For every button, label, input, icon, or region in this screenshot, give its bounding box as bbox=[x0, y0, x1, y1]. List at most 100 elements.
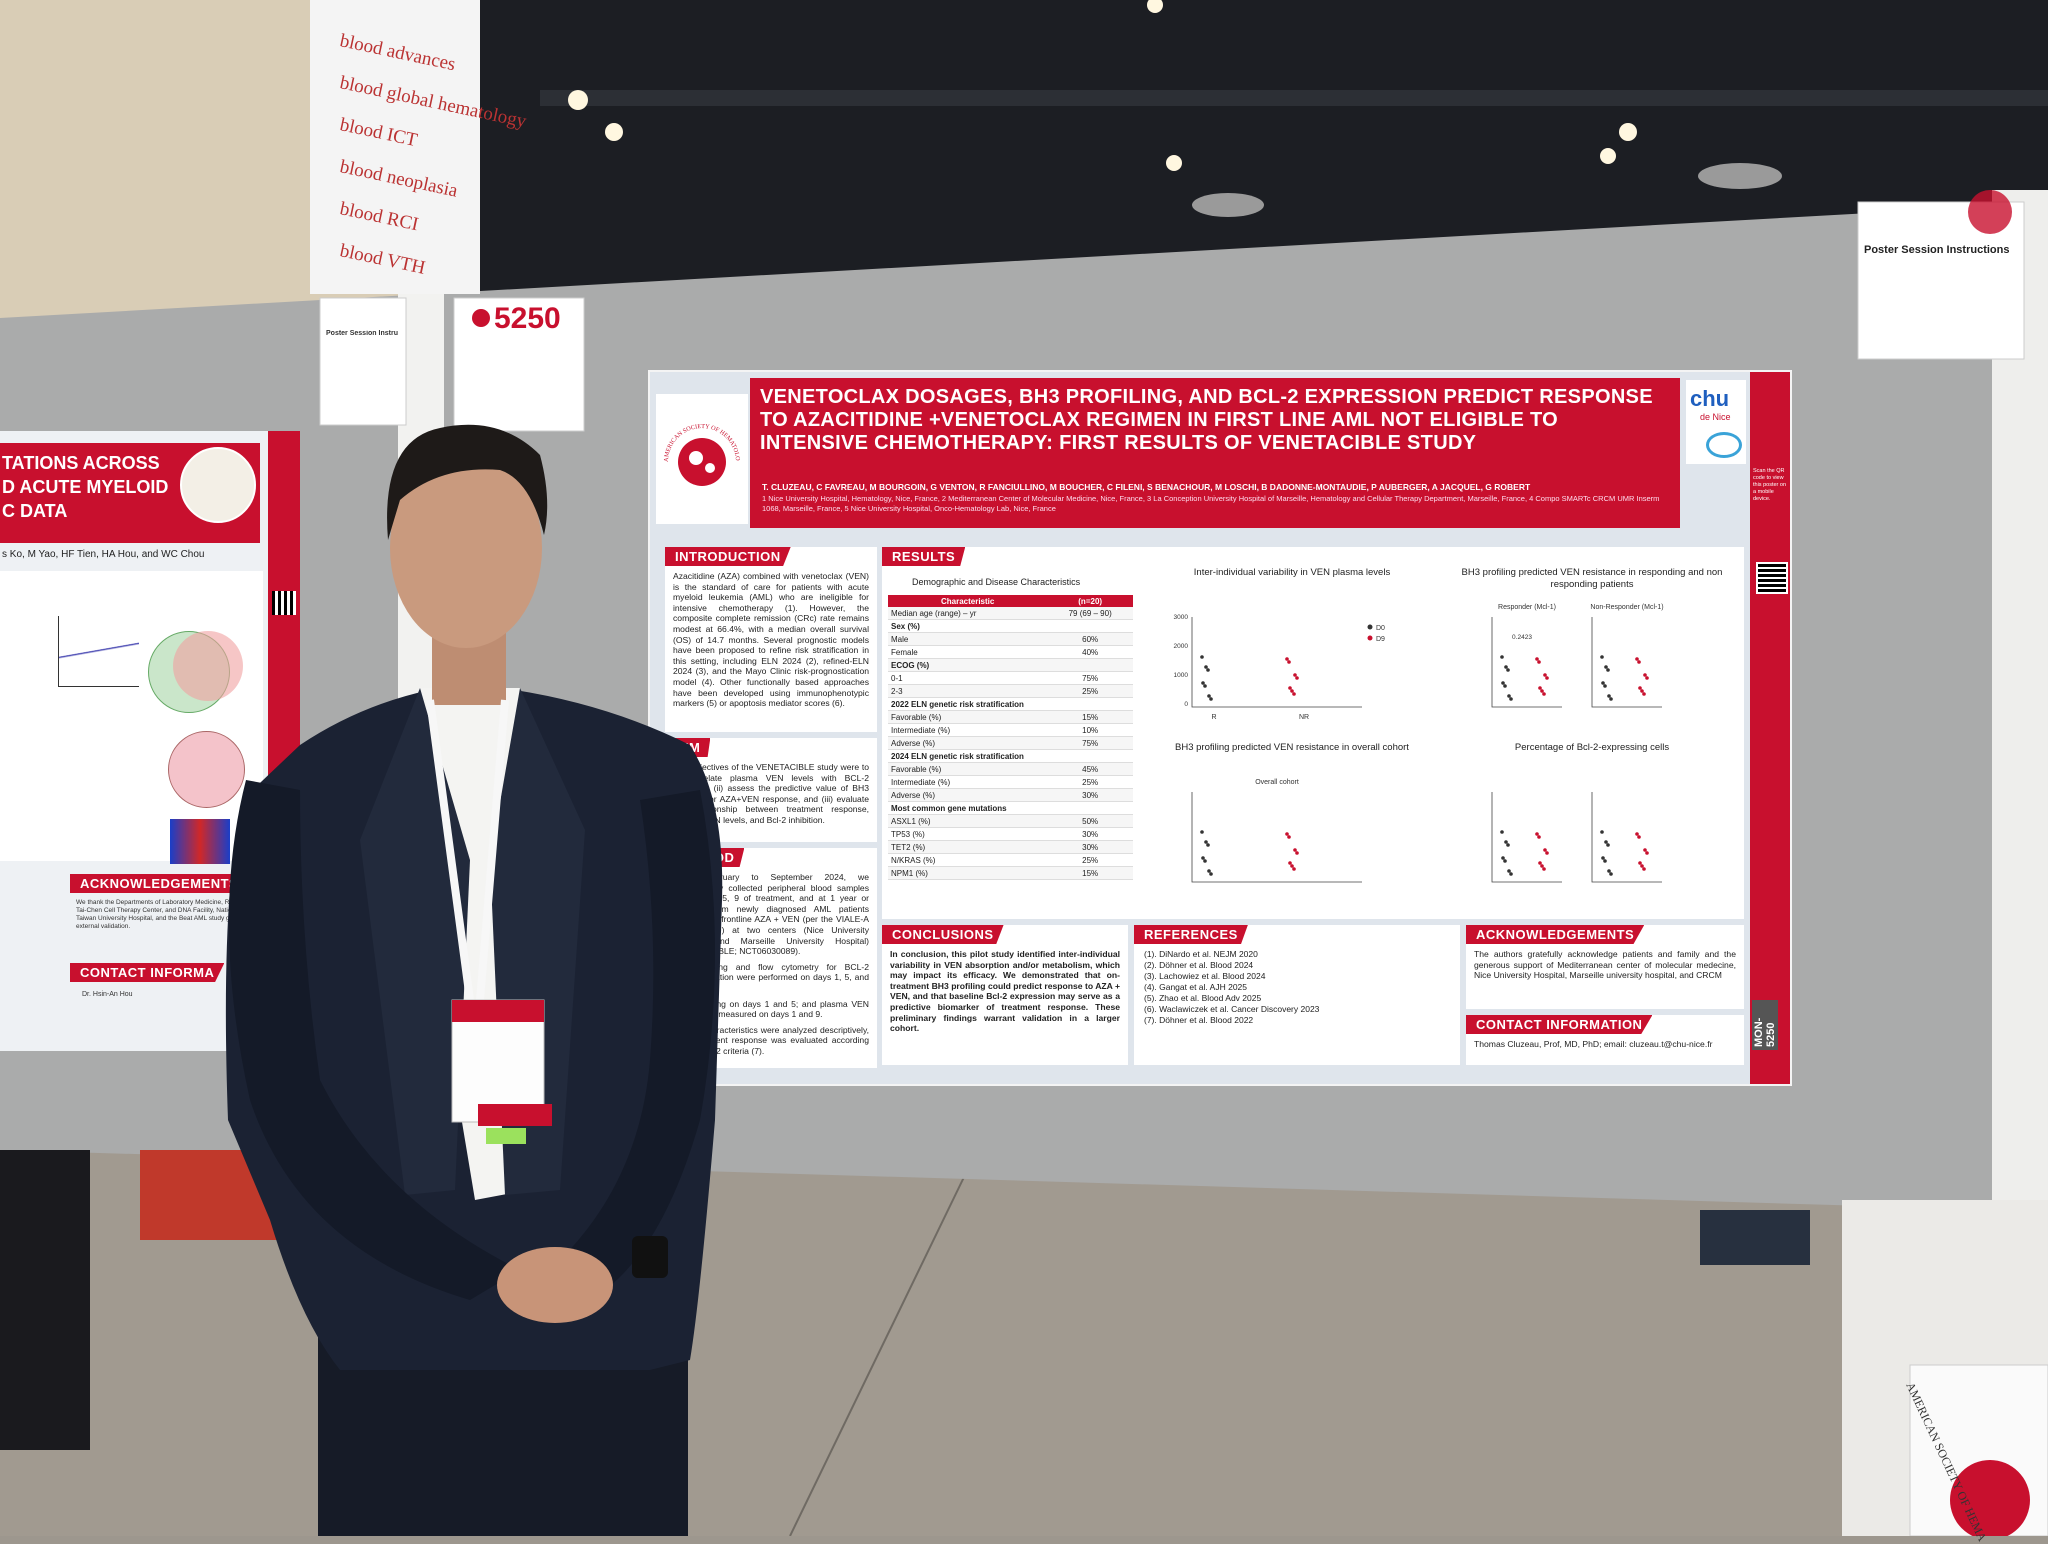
method-paragraph: Bcl-2 staining on days 1 and 5; and plas… bbox=[673, 998, 869, 1020]
plot-dot bbox=[1537, 660, 1541, 664]
table-cell: 15% bbox=[1082, 712, 1099, 722]
table-cell: Median age (range) – yr bbox=[891, 608, 977, 618]
left-poster-title: TATIONS ACROSS bbox=[2, 453, 160, 473]
table-cell: 2024 ELN genetic risk stratification bbox=[891, 751, 1024, 761]
plot-dot bbox=[1640, 689, 1644, 693]
ceiling-light bbox=[1147, 0, 1163, 13]
plot-dot bbox=[1604, 665, 1608, 669]
table-cell: 50% bbox=[1082, 816, 1099, 826]
reference-item: (7). Döhner et al. Blood 2022 bbox=[1144, 1015, 1254, 1025]
plot-dot bbox=[1206, 843, 1210, 847]
table-row: N/KRAS (%) 25% bbox=[888, 853, 1133, 867]
method-heading: METHOD bbox=[665, 848, 745, 867]
table-cell: N/KRAS (%) bbox=[891, 855, 936, 865]
left-poster-title: D ACUTE MYELOID bbox=[2, 477, 169, 497]
panel-label: Non-Responder (Mcl-1) bbox=[1590, 604, 1663, 611]
banner-line: blood advances bbox=[337, 30, 458, 76]
institution-logo-sub: de Nice bbox=[1700, 412, 1731, 422]
acknowledgements-heading: ACKNOWLEDGEMENTS bbox=[1466, 925, 1645, 944]
plot-dot bbox=[1290, 689, 1294, 693]
left-poster-logo bbox=[180, 447, 256, 523]
plot-dot bbox=[1643, 673, 1647, 677]
venn-circle bbox=[173, 631, 243, 701]
table-header: Characteristic (n=20) bbox=[888, 595, 1133, 607]
plot-dot bbox=[1606, 668, 1610, 672]
plot-dot bbox=[1506, 668, 1510, 672]
plot-dot bbox=[1203, 859, 1207, 863]
table-row: Median age (range) – yr 79 (69 – 90) bbox=[888, 607, 1133, 620]
plot-dot bbox=[1637, 660, 1641, 664]
plot-dot bbox=[1509, 697, 1513, 701]
table-title: Demographic and Disease Characteristics bbox=[912, 577, 1081, 587]
legend-label: D0 bbox=[1376, 625, 1385, 632]
table-row: NPM1 (%) 15% bbox=[888, 866, 1133, 880]
table-header-cell: Characteristic bbox=[940, 596, 995, 606]
floor-sign-logo bbox=[1950, 1460, 2030, 1536]
instruction-title: Poster Session Instru bbox=[326, 330, 398, 337]
plot-dot bbox=[1500, 655, 1504, 659]
poster-affiliations: 1 Nice University Hospital, Hematology, … bbox=[762, 494, 1660, 513]
plot-dot bbox=[1501, 681, 1505, 685]
plot-dot bbox=[1287, 835, 1291, 839]
results-heading: RESULTS bbox=[882, 547, 966, 566]
booth-sign-logo bbox=[472, 309, 490, 327]
floor-sign-text: AMERICAN SOCIETY OF HEMA bbox=[1903, 1380, 1990, 1544]
plot-dot bbox=[1538, 686, 1542, 690]
table-row: TP53 (%) 30% bbox=[888, 827, 1133, 841]
plot-dot bbox=[1288, 686, 1292, 690]
y-tick-label: 2000 bbox=[1174, 643, 1189, 650]
plot-dot bbox=[1600, 655, 1604, 659]
plot-dot bbox=[1507, 869, 1511, 873]
table-cell: Female bbox=[891, 647, 918, 657]
table-row: TET2 (%) 30% bbox=[888, 840, 1133, 854]
y-tick-label: 3000 bbox=[1174, 614, 1189, 621]
mini-chart: BH3 profiling predicted VEN resistance i… bbox=[1452, 567, 1732, 732]
left-poster-ack-heading: ACKNOWLEDGEMENTS bbox=[70, 874, 249, 893]
institution-logo: chu de Nice bbox=[1686, 380, 1746, 464]
table-cell: Male bbox=[891, 634, 909, 644]
aim-panel: AIM The objectives of the VENETACIBLE stu… bbox=[665, 738, 877, 842]
table-cell: 45% bbox=[1082, 764, 1099, 774]
ceiling-vent bbox=[1698, 163, 1782, 189]
table-cell: Most common gene mutations bbox=[891, 803, 1007, 813]
table-cell: 79 (69 – 90) bbox=[1068, 608, 1112, 618]
table-cell: TET2 (%) bbox=[891, 842, 926, 852]
table-row: Intermediate (%) 25% bbox=[888, 775, 1133, 789]
visitor-legs bbox=[1700, 1210, 1810, 1265]
references-heading: REFERENCES bbox=[1134, 925, 1248, 944]
table-cell: 30% bbox=[1082, 842, 1099, 852]
conclusions-heading: CONCLUSIONS bbox=[882, 925, 1004, 944]
method-paragraph: From February to September 2024, we pros… bbox=[673, 872, 869, 957]
table-row: Favorable (%) 15% bbox=[888, 710, 1133, 724]
legend-label: D9 bbox=[1376, 636, 1385, 643]
plot-dot bbox=[1500, 830, 1504, 834]
table-cell: Favorable (%) bbox=[891, 764, 942, 774]
method-paragraph: Patient characteristics were analyzed de… bbox=[673, 1024, 869, 1056]
visitor-legs bbox=[0, 1150, 90, 1450]
left-poster-ack-text: We thank the Departments of Laboratory M… bbox=[76, 899, 255, 930]
table-cell: 40% bbox=[1082, 647, 1099, 657]
ceiling-light bbox=[1619, 123, 1637, 141]
ceiling-light bbox=[568, 90, 588, 110]
plot-dot bbox=[1209, 872, 1213, 876]
plot-axes bbox=[1191, 617, 1362, 708]
panel-label: Responder (Mcl-1) bbox=[1498, 604, 1556, 611]
mini-chart: Inter-individual variability in VEN plas… bbox=[1152, 567, 1432, 732]
floor-seam bbox=[789, 1174, 966, 1536]
plot-dot bbox=[1201, 856, 1205, 860]
acknowledgements-panel: ACKNOWLEDGEMENTS The authors gratefully a… bbox=[1466, 925, 1744, 1009]
plot-dot bbox=[1293, 673, 1297, 677]
panel-label: Overall cohort bbox=[1255, 779, 1299, 786]
chart-title: Inter-individual variability in VEN plas… bbox=[1193, 567, 1391, 578]
plot-dot bbox=[1542, 867, 1546, 871]
aim-text: The objectives of the VENETACIBLE study … bbox=[673, 762, 869, 825]
table-row: ASXL1 (%) 50% bbox=[888, 814, 1133, 828]
plot-dot bbox=[1600, 830, 1604, 834]
table-cell: 15% bbox=[1082, 868, 1099, 878]
plot-dot bbox=[1293, 848, 1297, 852]
left-poster: TATIONS ACROSS D ACUTE MYELOID C DATA s Ko,… bbox=[0, 431, 300, 1051]
plot-dot bbox=[1543, 673, 1547, 677]
reference-item: (1). DiNardo et al. NEJM 2020 bbox=[1144, 949, 1258, 959]
plot-dot bbox=[1204, 665, 1208, 669]
